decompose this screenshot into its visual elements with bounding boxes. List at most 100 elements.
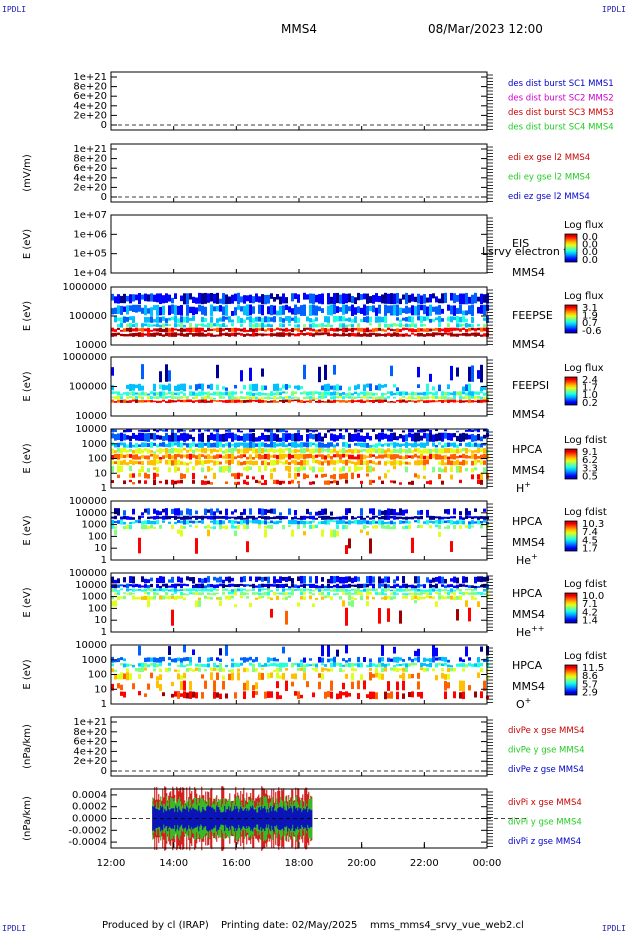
panel-hpca_o-pixel [315,663,318,668]
panel-hpca_he2-pixel [321,577,324,582]
panel-hpca_h-pixel [423,429,426,433]
panel-feepsi-pixel [141,396,144,400]
panel-hpca_h-pixel [120,453,123,459]
panel-hpca_o-pixel [411,674,414,679]
panel-hpca_h-pixel [168,442,171,448]
panel-hpca_he-pixel [441,520,444,524]
panel-hpca_h-pixel [135,448,138,454]
panel-hpca_he2-pixel [300,596,303,600]
panel-feepse-pixel [390,293,393,305]
panel-hpca_he2-pixel [288,576,291,582]
panel-hpca_he-pixel [141,524,144,530]
panel-hpca_h-pixel [303,448,306,454]
panel-hpca_he2-pixel [234,604,237,608]
panel-feepsi-pixel [234,399,237,403]
panel-feepse-pixel [300,330,303,333]
panel-hpca_h-pixel [201,467,204,473]
panel-hpca_he2-pixel [165,596,168,599]
panel-feepsi-pixel [324,364,327,380]
panel-hpca_o-pixel [201,692,204,699]
panel-feepsi-pixel [153,400,156,403]
panel-hpca_he2-pixel [366,588,369,592]
panel-hpca_h-pixel [291,433,294,442]
panel-hpca_he-pixel [252,519,255,524]
panel-hpca_h-pixel [315,459,318,464]
panel-hpca_o-pixel [408,673,411,679]
panel-feepsi-pixel [267,393,270,396]
panel-feepsi-pixel [168,370,171,382]
panel-hpca_o-pixel [399,657,402,661]
panel-hpca_h-pixel [462,453,465,459]
panel-hpca_he2-pixel [405,593,408,596]
panel-feepse-pixel [387,327,390,331]
panel-feepsi-pixel [417,399,420,403]
panel-feepsi-pixel [279,387,282,391]
panel-hpca_he-pixel [387,515,390,520]
panel-hpca_o-pixel [186,663,189,667]
panel-feepsi-pixel [243,400,246,403]
panel-feepsi-pixel [420,396,423,400]
panel-feepse-pixel [219,327,222,333]
panel-feepse-pixel [375,307,378,316]
panel-hpca_h-pixel [210,432,213,441]
panel-hpca_he2-pixel [342,589,345,592]
panel-hpca_he-pixel [396,516,399,520]
panel-feepsi-pixel [348,399,351,403]
panel-hpca_h-pixel [216,449,219,453]
panel-hpca_h-pixel [279,447,282,454]
panel-feepse-pixel [210,328,213,332]
panel-hpca_he2-pixel [441,595,444,599]
panel-hpca_he2-pixel [225,595,228,600]
panel-hpca_he2-pixel [171,595,174,599]
panel-feepsi-pixel [417,366,420,378]
panel-hpca_o-pixel [276,658,279,662]
panel-hpca_h-pixel [390,432,393,442]
panel-hpca_he2-pixel [114,584,117,589]
panel-hpca_o-pixel [267,657,270,663]
panel-feepse-pixel [231,294,234,304]
panel-hpca_he2-pixel [291,588,294,592]
panel-hpca_he2-pixel [423,584,426,589]
panel-hpca_o-pixel [234,662,237,667]
panel-feepse-pixel [291,293,294,302]
panel-feepsi-pixel [168,383,171,392]
panel-hpca_h-pixel [237,448,240,454]
panel-hpca_h-pixel [156,449,159,452]
panel-hpca_o-pixel [156,663,159,668]
panel-feepsi-pixel [447,399,450,403]
panel-feepse-pixel [429,294,432,303]
panel-hpca_h-pixel [369,447,372,454]
panel-feepsi-pixel [318,399,321,404]
panel-feepse-pixel [315,317,318,322]
panel-feepse-pixel [306,332,309,336]
panel-feepsi-pixel [264,385,267,390]
panel-hpca_h-pixel [192,454,195,458]
panel-feepse-pixel [465,292,468,305]
panel-hpca_h-pixel [357,454,360,460]
panel-hpca_o-pixel [405,663,408,668]
panel-feepsi-pixel [249,367,252,381]
panel-hpca_he2-pixel [249,584,252,587]
panel-feepsi-pixel [150,400,153,403]
panel-hpca_he-pixel [435,516,438,519]
panel-hpca_o-pixel [111,683,114,691]
panel-hpca_he2-pixel [360,589,363,592]
panel-feepse-pixel [474,328,477,332]
panel-feepse-pixel [471,332,474,336]
panel-feepsi-pixel [276,391,279,396]
panel-feepsi-pixel [465,392,468,396]
panel-feepsi-pixel [330,400,333,403]
panel-hpca_h-pixel [378,432,381,442]
panel-feepse-pixel [198,292,201,304]
panel-hpca_he2-pixel [414,576,417,584]
panel-hpca_he-pixel [141,516,144,518]
panel-hpca_h-pixel [360,435,363,442]
panel-hpca_h-pixel [186,467,189,473]
panel-hpca_o-pixel [186,668,189,672]
panel-feepsi-pixel [285,399,288,403]
panel-hpca_h-pixel [225,432,228,442]
panel-hpca_he2-pixel [282,592,285,596]
panel-hpca_h-pixel [180,479,183,484]
panel-feepsi-pixel [195,392,198,396]
panel-hpca_o-pixel [138,663,141,667]
